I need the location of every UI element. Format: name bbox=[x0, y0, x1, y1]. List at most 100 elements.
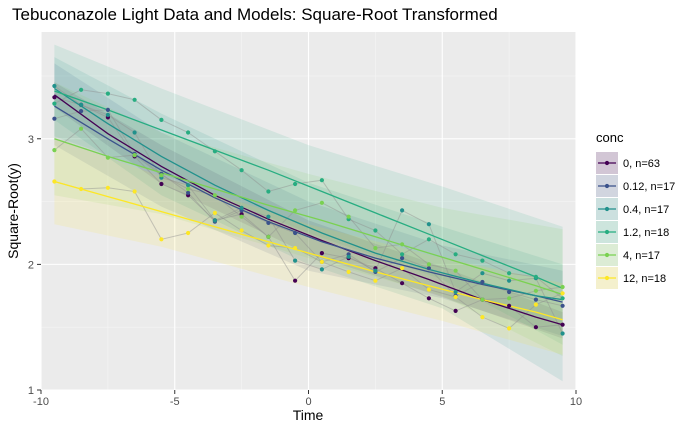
data-point bbox=[212, 218, 217, 223]
legend-label: 0, n=63 bbox=[623, 158, 660, 170]
data-point bbox=[212, 149, 217, 154]
data-point bbox=[239, 205, 244, 210]
confidence-band-1 bbox=[54, 63, 563, 337]
data-point bbox=[105, 155, 110, 160]
x-tick-label: 5 bbox=[439, 396, 445, 408]
data-point bbox=[293, 258, 298, 263]
data-point bbox=[52, 83, 57, 89]
data-point bbox=[186, 130, 191, 135]
data-point bbox=[480, 271, 485, 276]
data-point bbox=[186, 183, 191, 188]
data-point bbox=[159, 181, 164, 187]
data-point bbox=[159, 173, 164, 178]
data-point bbox=[319, 267, 324, 272]
grid-major bbox=[40, 32, 577, 391]
data-point bbox=[560, 284, 565, 290]
data-point bbox=[52, 95, 57, 100]
legend-label: 4, n=17 bbox=[623, 250, 660, 262]
data-point bbox=[373, 278, 378, 283]
data-point bbox=[266, 220, 271, 225]
data-point bbox=[266, 214, 271, 219]
data-point bbox=[319, 259, 324, 264]
data-point bbox=[319, 251, 324, 256]
data-point bbox=[400, 266, 405, 271]
data-point bbox=[507, 296, 512, 301]
data-point bbox=[346, 254, 351, 259]
data-point bbox=[480, 297, 485, 302]
observed-line-2 bbox=[54, 85, 564, 334]
data-point bbox=[400, 256, 405, 261]
data-point bbox=[453, 268, 458, 273]
data-point bbox=[79, 126, 84, 131]
data-point bbox=[507, 271, 512, 276]
data-point bbox=[560, 296, 565, 301]
fit-line-3 bbox=[54, 90, 563, 289]
legend-title: conc bbox=[596, 130, 624, 145]
data-point bbox=[52, 179, 57, 184]
data-point bbox=[79, 186, 84, 192]
legend: conc 0, n=63 0.12, n=17 0.4, n=17 1.2, n=18… bbox=[596, 130, 675, 289]
data-point bbox=[507, 326, 512, 331]
data-point bbox=[373, 268, 378, 273]
confidence-band-3 bbox=[54, 44, 563, 345]
data-point bbox=[293, 208, 298, 213]
data-point bbox=[159, 117, 164, 122]
fit-line-5 bbox=[54, 180, 563, 321]
data-point bbox=[186, 186, 191, 192]
data-point bbox=[453, 294, 458, 300]
data-point bbox=[293, 278, 298, 283]
data-point bbox=[79, 87, 84, 92]
data-point bbox=[105, 185, 110, 190]
data-point bbox=[132, 97, 137, 102]
legend-key-point bbox=[604, 160, 610, 166]
data-point bbox=[426, 237, 431, 242]
fit-line-2 bbox=[54, 87, 563, 301]
data-point bbox=[560, 331, 565, 336]
data-point bbox=[480, 315, 485, 320]
data-point bbox=[105, 91, 110, 96]
data-point bbox=[52, 101, 57, 106]
data-point bbox=[186, 190, 191, 195]
y-tick-label: 2 bbox=[28, 259, 34, 271]
legend-label: 0.4, n=17 bbox=[623, 204, 669, 216]
data-point bbox=[239, 168, 244, 173]
legend-label: 0.12, n=17 bbox=[623, 181, 675, 193]
legend-key-point bbox=[604, 206, 610, 212]
data-point bbox=[79, 102, 84, 107]
data-point bbox=[52, 148, 57, 153]
data-point bbox=[373, 228, 378, 233]
data-point bbox=[132, 189, 137, 194]
data-point bbox=[293, 230, 298, 236]
data-point bbox=[533, 325, 539, 330]
data-point bbox=[266, 234, 271, 239]
confidence-band-5 bbox=[54, 138, 563, 355]
x-tick-label: 10 bbox=[570, 396, 582, 408]
data-point bbox=[239, 214, 244, 219]
data-point bbox=[400, 252, 405, 257]
data-point bbox=[52, 116, 57, 121]
data-point bbox=[480, 258, 485, 263]
legend-items: 0, n=63 0.12, n=17 0.4, n=17 1.2, n=18 4, n=… bbox=[596, 152, 675, 289]
y-axis-title: Square-Root(y) bbox=[5, 163, 21, 259]
observed-line-4 bbox=[54, 128, 563, 301]
fit-line-4 bbox=[54, 138, 563, 296]
data-point bbox=[79, 109, 84, 114]
legend-label: 12, n=18 bbox=[623, 273, 666, 285]
data-points bbox=[52, 83, 565, 336]
fitted-lines bbox=[54, 87, 563, 326]
data-point bbox=[507, 278, 512, 283]
data-point bbox=[507, 303, 512, 308]
observed-lines bbox=[54, 85, 564, 334]
y-axis: 1 2 3 bbox=[28, 134, 41, 397]
data-point bbox=[453, 289, 458, 295]
data-point bbox=[400, 281, 405, 286]
data-point bbox=[132, 130, 137, 135]
legend-key-point bbox=[604, 229, 610, 235]
observed-line-0 bbox=[54, 96, 563, 328]
observed-line-5 bbox=[54, 181, 563, 329]
data-point bbox=[132, 153, 137, 158]
data-point bbox=[239, 228, 244, 233]
data-point bbox=[560, 322, 565, 327]
y-tick-label: 3 bbox=[28, 134, 34, 146]
data-point bbox=[319, 178, 324, 183]
